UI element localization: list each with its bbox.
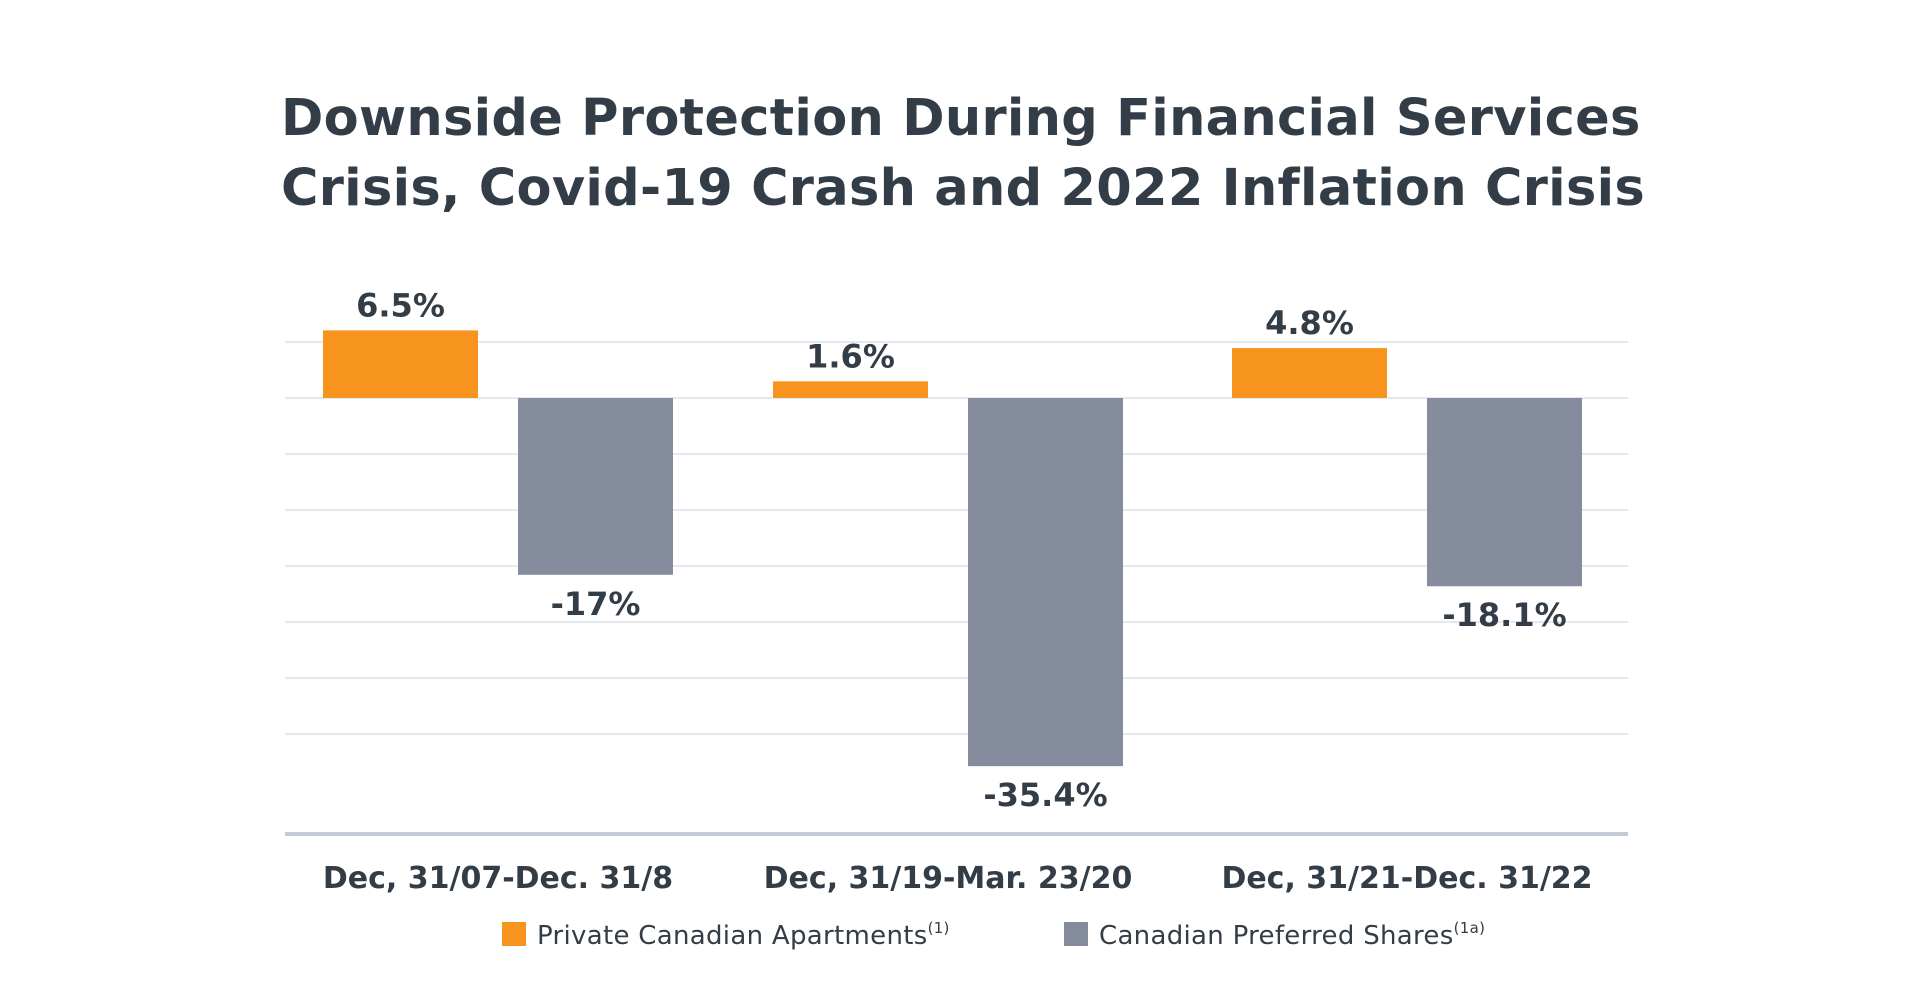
bar-preferred-shares-3 [1427, 398, 1582, 587]
legend-footnote: (1a) [1454, 919, 1486, 937]
legend-label-text: Private Canadian Apartments [537, 921, 928, 951]
value-label: 6.5% [356, 286, 445, 324]
bar-preferred-shares-2 [968, 398, 1123, 767]
value-label: 1.6% [806, 337, 895, 375]
value-label: 4.8% [1265, 304, 1354, 342]
legend-swatch [1064, 922, 1088, 946]
chart-title-line-2: Crisis, Covid-19 Crash and 2022 Inflatio… [281, 159, 1646, 218]
value-labels: 6.5% 1.6% 4.8% -17% -35.4% -18.1% [356, 286, 1567, 814]
chart-title-line-1: Downside Protection During Financial Ser… [281, 89, 1641, 148]
category-label: Dec, 31/19-Mar. 23/20 [764, 861, 1133, 896]
bar-apartments-2 [773, 381, 928, 398]
legend-label: Canadian Preferred Shares(1a) [1099, 919, 1485, 951]
gridlines [285, 341, 1628, 735]
bars [323, 330, 1582, 767]
bar-apartments-3 [1232, 348, 1387, 398]
legend-label-text: Canadian Preferred Shares [1099, 921, 1454, 951]
legend-item: Private Canadian Apartments(1) [502, 919, 950, 951]
bar-preferred-shares-1 [518, 398, 673, 575]
legend-label: Private Canadian Apartments(1) [537, 919, 950, 951]
value-label: -18.1% [1442, 596, 1566, 634]
bar-apartments-1 [323, 330, 478, 398]
value-label: -35.4% [983, 776, 1107, 814]
legend: Private Canadian Apartments(1) Canadian P… [502, 919, 1485, 951]
legend-swatch [502, 922, 526, 946]
value-label: -17% [551, 585, 641, 623]
x-axis: Dec, 31/07-Dec. 31/8 Dec, 31/19-Mar. 23/2… [285, 832, 1628, 896]
category-label: Dec, 31/21-Dec. 31/22 [1221, 861, 1592, 896]
legend-footnote: (1) [928, 919, 950, 937]
legend-item: Canadian Preferred Shares(1a) [1064, 919, 1485, 951]
chart-title: Downside Protection During Financial Ser… [281, 84, 1681, 224]
category-label: Dec, 31/07-Dec. 31/8 [323, 861, 673, 896]
